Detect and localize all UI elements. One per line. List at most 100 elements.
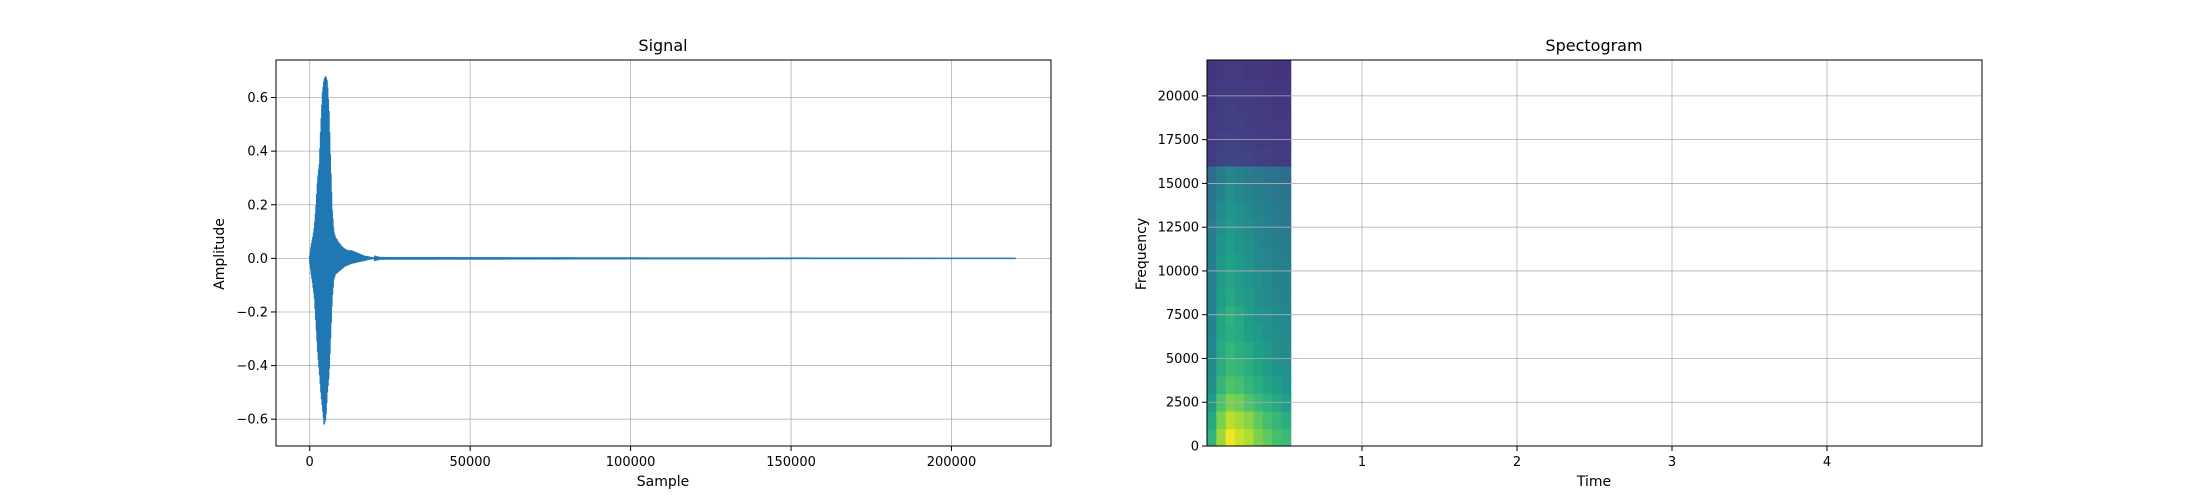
spectrogram-cell xyxy=(1253,200,1264,220)
spectrogram-cell xyxy=(1253,148,1264,167)
spectrogram-cell xyxy=(1253,235,1264,255)
spectrogram-cell xyxy=(1244,270,1255,290)
spectrogram-cell xyxy=(1225,358,1236,377)
spectrogram-cell xyxy=(1207,200,1217,220)
spectrogram-cell xyxy=(1234,148,1245,167)
spectrogram-y-tick-label: 17500 xyxy=(1158,133,1199,148)
spectrogram-cell xyxy=(1216,375,1227,395)
spectrogram-cell xyxy=(1244,375,1255,395)
spectrogram-cell xyxy=(1216,235,1227,255)
spectrogram-cell xyxy=(1262,358,1273,377)
spectrogram-cell xyxy=(1216,323,1227,342)
spectrogram-cell xyxy=(1262,410,1273,430)
spectrogram-cell xyxy=(1253,340,1264,360)
spectrogram-cell xyxy=(1272,95,1282,114)
spectrogram-cell xyxy=(1253,253,1264,272)
spectrogram-cell xyxy=(1234,340,1245,360)
spectrogram-cell xyxy=(1207,340,1217,360)
signal-ticks: 0 50000 100000 150000 200000 −0.6 −0.4 −0.2 0.0 0… xyxy=(236,91,976,470)
spectrogram-cell xyxy=(1234,428,1245,447)
spectrogram-cell xyxy=(1244,428,1255,447)
spectrogram-cell xyxy=(1244,288,1255,307)
spectrogram-cell xyxy=(1272,410,1282,430)
spectrogram-cell xyxy=(1272,60,1282,79)
spectrogram-cell xyxy=(1225,95,1236,114)
spectrogram-cell xyxy=(1253,410,1264,430)
spectrogram-cell xyxy=(1272,375,1282,395)
spectrogram-cell xyxy=(1234,270,1245,290)
spectrogram-cell xyxy=(1207,270,1217,290)
spectrogram-cell xyxy=(1281,358,1292,377)
spectrogram-y-tick-label: 7500 xyxy=(1166,308,1199,323)
spectrogram-cell xyxy=(1281,113,1292,132)
spectrogram-y-tick-label: 12500 xyxy=(1158,221,1199,236)
spectrogram-cell xyxy=(1253,323,1264,342)
spectrogram-cell xyxy=(1253,270,1264,290)
spectrogram-cell xyxy=(1244,235,1255,255)
spectrogram-cell xyxy=(1225,270,1236,290)
spectrogram-cell xyxy=(1253,113,1264,132)
spectrogram-cell xyxy=(1272,340,1282,360)
spectrogram-cell xyxy=(1216,165,1227,185)
spectrogram-cell xyxy=(1234,200,1245,220)
spectrogram-cell xyxy=(1281,183,1292,202)
spectrogram-cell xyxy=(1225,288,1236,307)
spectrogram-cell xyxy=(1234,323,1245,342)
spectrogram-cell xyxy=(1216,428,1227,447)
spectrogram-cell xyxy=(1281,78,1292,97)
spectrogram-cell xyxy=(1207,60,1217,79)
spectrogram-cell xyxy=(1281,60,1292,79)
signal-x-tick-label: 100000 xyxy=(606,455,656,470)
signal-y-tick-label: 0.0 xyxy=(247,252,268,267)
spectrogram-cell xyxy=(1225,340,1236,360)
spectrogram-cell xyxy=(1244,148,1255,167)
spectrogram-y-tick-label: 10000 xyxy=(1158,264,1199,279)
signal-title: Signal xyxy=(638,36,687,55)
spectrogram-cell xyxy=(1253,95,1264,114)
spectrogram-cell xyxy=(1253,78,1264,97)
spectrogram-cell xyxy=(1253,358,1264,377)
spectrogram-cell xyxy=(1262,200,1273,220)
spectrogram-cell xyxy=(1207,323,1217,342)
spectrogram-cell xyxy=(1281,323,1292,342)
spectrogram-data xyxy=(1207,60,1292,447)
spectrogram-cell xyxy=(1281,288,1292,307)
spectrogram-frame xyxy=(1206,59,1983,447)
spectrogram-xlabel: Time xyxy=(1576,474,1611,490)
spectrogram-cell xyxy=(1216,340,1227,360)
spectrogram-cell xyxy=(1225,323,1236,342)
spectrogram-cell xyxy=(1272,165,1282,185)
spectrogram-cell xyxy=(1234,358,1245,377)
spectrogram-cell xyxy=(1234,183,1245,202)
spectrogram-cell xyxy=(1262,288,1273,307)
spectrogram-cell xyxy=(1234,288,1245,307)
spectrogram-cell xyxy=(1262,148,1273,167)
spectrogram-cell xyxy=(1272,113,1282,132)
spectrogram-cell xyxy=(1207,148,1217,167)
spectrogram-cell xyxy=(1244,323,1255,342)
spectrogram-cell xyxy=(1253,428,1264,447)
signal-y-tick-label: −0.2 xyxy=(236,305,268,320)
signal-y-tick-label: −0.4 xyxy=(236,359,268,374)
spectrogram-cell xyxy=(1234,253,1245,272)
spectrogram-ylabel: Frequency xyxy=(1134,218,1150,290)
signal-line xyxy=(308,76,1016,425)
spectrogram-cell xyxy=(1281,235,1292,255)
spectrogram-cell xyxy=(1272,235,1282,255)
signal-x-tick-label: 150000 xyxy=(766,455,816,470)
spectrogram-cell xyxy=(1281,270,1292,290)
spectrogram-y-tick-label: 20000 xyxy=(1158,89,1199,104)
spectrogram-cell xyxy=(1216,78,1227,97)
spectrogram-cell xyxy=(1225,183,1236,202)
spectrogram-cell xyxy=(1225,428,1236,447)
spectrogram-cell xyxy=(1207,428,1217,447)
spectrogram-cell xyxy=(1216,148,1227,167)
spectrogram-cell xyxy=(1234,95,1245,114)
spectrogram-cell xyxy=(1234,235,1245,255)
spectrogram-cell xyxy=(1216,410,1227,430)
spectrogram-cell xyxy=(1244,183,1255,202)
spectrogram-cell xyxy=(1281,340,1292,360)
spectrogram-axes: Spectogram Time Frequency 1 2 3 4 0 2500 5000 7… xyxy=(1134,36,1983,490)
